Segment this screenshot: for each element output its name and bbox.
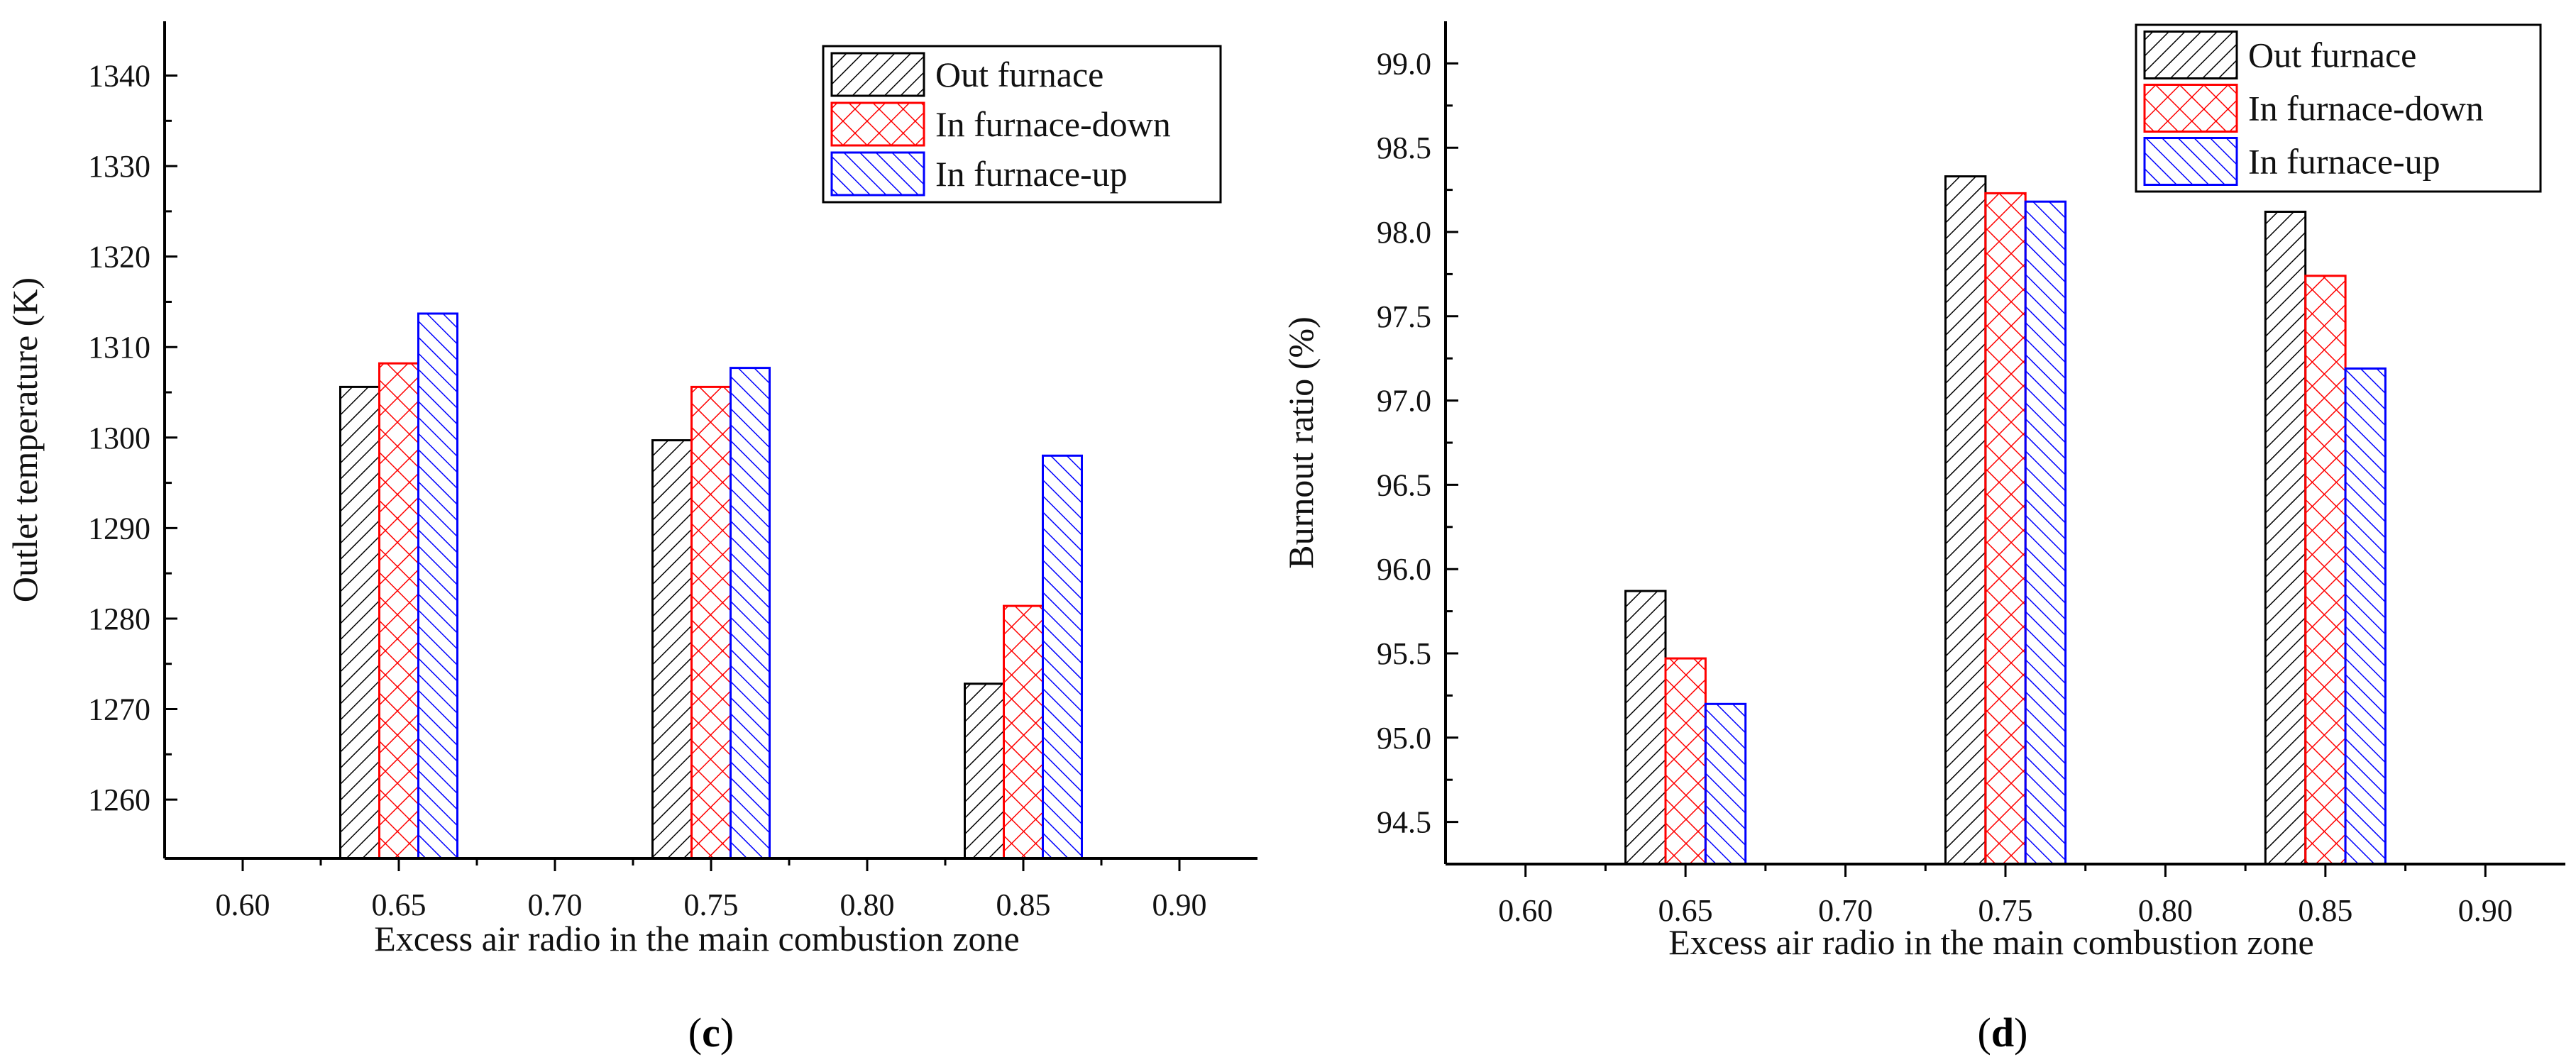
- x-tick-label: 0.60: [1498, 893, 1553, 928]
- panel-label-close-paren: ): [2014, 1010, 2027, 1056]
- bar-in-furnace-down-0.75: [690, 385, 732, 860]
- x-tick-label: 0.90: [1152, 887, 1207, 922]
- bar-out-furnace-0.65: [339, 385, 380, 860]
- bar-out-furnace-0.85: [964, 682, 1005, 860]
- x-tick-label: 0.85: [2298, 893, 2352, 928]
- y-tick-label: 1310: [88, 330, 150, 365]
- legend-label: In furnace-up: [2248, 142, 2440, 182]
- y-tick-label: 94.5: [1377, 805, 1431, 840]
- y-tick-label: 1340: [88, 59, 150, 94]
- bar-out-furnace-0.65: [1624, 590, 1667, 865]
- legend-swatch: [2143, 84, 2238, 133]
- chart-panel-c: 1260 1270 1280 1290 1300 1310 1320 1330 1340 0.60…: [5, 21, 1257, 1056]
- legend-label: In furnace-down: [935, 104, 1171, 144]
- panel-label-letter: c: [702, 1010, 720, 1056]
- y-tick-label: 95.5: [1377, 636, 1431, 671]
- y-tick-label: 1270: [88, 692, 150, 727]
- x-axis-title: Excess air radio in the main combustion …: [374, 919, 1019, 958]
- y-axis-title: Burnout ratio (%): [1281, 316, 1321, 568]
- legend-label: Out furnace: [2248, 35, 2416, 75]
- legend-swatch: [830, 101, 925, 147]
- bar-in-furnace-up-0.65: [1704, 702, 1747, 865]
- y-tick-label: 96.5: [1377, 468, 1431, 502]
- y-tick-label: 98.5: [1377, 131, 1431, 165]
- bar-in-furnace-down-0.65: [1664, 657, 1707, 865]
- y-tick-label: 99.0: [1377, 46, 1431, 81]
- y-tick-label: 1280: [88, 602, 150, 636]
- legend-label: In furnace-up: [935, 154, 1128, 194]
- x-tick-label: 0.70: [528, 887, 583, 922]
- x-tick-label: 0.85: [996, 887, 1051, 922]
- y-axis-title: Outlet temperature (K): [5, 277, 45, 602]
- panel-label: (d): [1978, 1010, 2028, 1056]
- y-tick-label: 1300: [88, 421, 150, 455]
- bar-out-furnace-0.85: [2264, 211, 2307, 865]
- x-tick-label: 0.90: [2458, 893, 2513, 928]
- panel-label-letter: d: [1991, 1010, 2014, 1056]
- bar-in-furnace-up-0.85: [1042, 454, 1083, 860]
- x-axis-title: Excess air radio in the main combustion …: [1668, 922, 2313, 962]
- y-tick-label: 96.0: [1377, 552, 1431, 587]
- legend-swatch: [830, 151, 925, 197]
- panel-label-close-paren: ): [720, 1010, 734, 1056]
- bar-out-furnace-0.75: [651, 439, 693, 860]
- legend-label: Out furnace: [935, 55, 1103, 94]
- bar-in-furnace-up-0.65: [417, 312, 458, 860]
- bar-in-furnace-down-0.65: [378, 362, 419, 860]
- bar-in-furnace-up-0.75: [730, 367, 771, 860]
- y-tick-label: 97.5: [1377, 299, 1431, 334]
- legend-swatch: [830, 52, 925, 97]
- x-tick-label: 0.75: [1978, 893, 2033, 928]
- panel-label-open-paren: (: [688, 1010, 702, 1056]
- legend-label: In furnace-down: [2248, 89, 2484, 128]
- bar-in-furnace-down-0.85: [2304, 275, 2347, 865]
- y-tick-label: 95.0: [1377, 721, 1431, 756]
- x-tick-label: 0.75: [684, 887, 739, 922]
- bar-in-furnace-down-0.75: [1984, 192, 2027, 865]
- y-tick-label: 97.0: [1377, 384, 1431, 419]
- legend-swatch: [2143, 31, 2238, 79]
- y-tick-label: 1290: [88, 511, 150, 546]
- panel-label-open-paren: (: [1978, 1010, 1991, 1056]
- y-tick-label: 1260: [88, 782, 150, 817]
- bar-out-furnace-0.75: [1944, 175, 1987, 865]
- x-tick-label: 0.60: [216, 887, 270, 922]
- bar-in-furnace-up-0.75: [2024, 200, 2067, 865]
- y-tick-label: 1320: [88, 240, 150, 275]
- bar-in-furnace-down-0.85: [1003, 604, 1044, 860]
- y-tick-label: 98.0: [1377, 215, 1431, 250]
- x-tick-label: 0.65: [372, 887, 426, 922]
- y-tick-label: 1330: [88, 149, 150, 184]
- panel-label: (c): [688, 1010, 734, 1056]
- legend-swatch: [2143, 137, 2238, 186]
- x-tick-label: 0.80: [840, 887, 895, 922]
- bar-in-furnace-up-0.85: [2344, 367, 2387, 865]
- chart-panel-d: 94.5 95.0 95.5 96.0 96.5 97.0 97.5 98.0 98.5 99.0…: [1281, 21, 2565, 1056]
- x-tick-label: 0.80: [2138, 893, 2193, 928]
- x-tick-label: 0.70: [1818, 893, 1873, 928]
- x-tick-label: 0.65: [1658, 893, 1713, 928]
